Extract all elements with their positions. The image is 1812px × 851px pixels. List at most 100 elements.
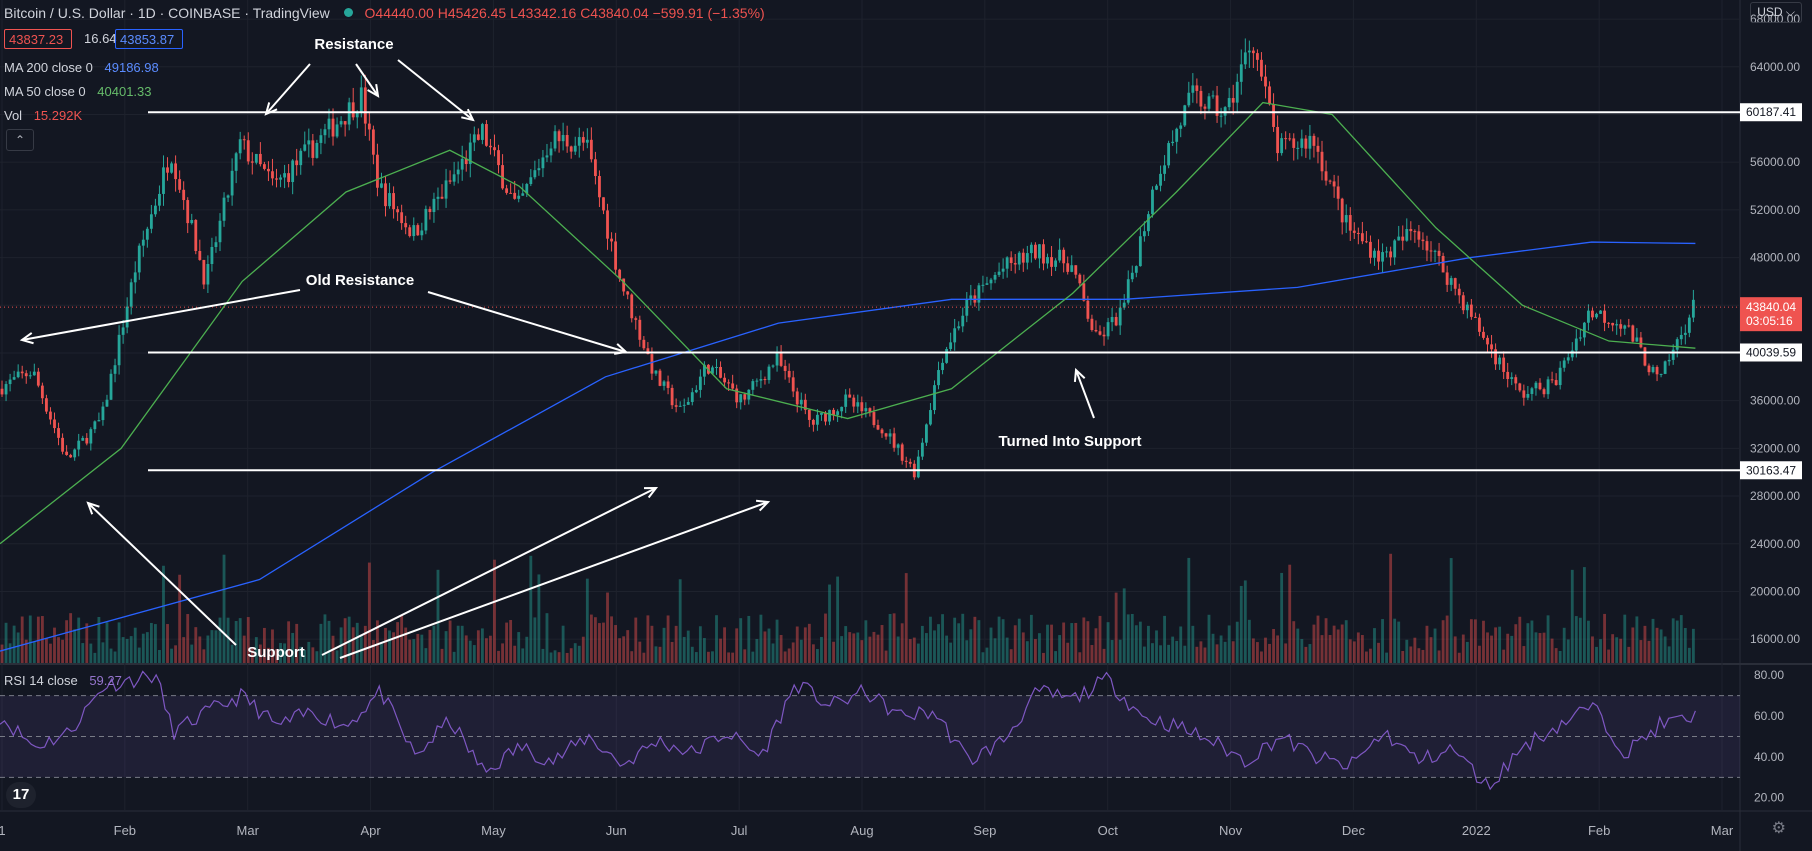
candle-body [1046,257,1049,264]
candle-body [577,137,581,146]
candle-body [642,339,646,349]
candle-body [254,153,258,163]
volume-bar [1530,620,1534,663]
candle-body [549,148,553,156]
volume-bar [1215,644,1219,663]
candle-body [1562,360,1566,368]
candle-body [1401,236,1405,241]
volume-bar [1223,641,1227,663]
volume-bar [775,619,779,663]
candle-body [343,121,347,125]
candle-body [234,153,238,171]
volume-bar [1344,620,1348,663]
volume-bar [1288,564,1292,663]
volume-bar [973,616,977,663]
candle-body [202,259,206,285]
volume-bar [428,629,432,663]
volume-bar [1042,652,1045,663]
annotation-arrow [339,501,769,659]
candle-body [432,198,436,213]
candle-body [1102,334,1106,337]
candle-body [880,429,884,434]
volume-bar [933,630,936,663]
volume-bar [989,627,993,663]
candle-body [331,118,335,137]
volume-bar [1163,615,1166,663]
candle-body [529,177,533,185]
legend-ma50-label: MA 50 close 0 [4,84,86,99]
volume-bar [1619,638,1623,663]
candle-body [77,440,81,450]
candle-body [468,142,472,165]
volume-bar [198,636,202,663]
tradingview-logo-icon[interactable]: 17 [6,782,36,808]
volume-bar [557,652,561,663]
buy-price-button[interactable]: 43853.87 [115,29,183,49]
volume-bar [747,615,751,663]
volume-bar [1562,627,1566,663]
volume-bar [1482,620,1485,663]
legend-ma50-value: 40401.33 [97,84,152,99]
volume-bar [626,630,630,663]
volume-bar [828,584,831,663]
candle-body [561,135,565,142]
candle-body [1587,310,1590,323]
volume-bar [178,574,182,663]
volume-bar [53,627,56,663]
volume-bar [779,634,783,663]
candle-body [1243,52,1247,65]
volume-bar [739,618,743,663]
volume-bar [480,628,484,663]
candle-body [755,380,759,382]
candle-body [186,200,190,224]
volume-bar [682,636,686,663]
candle-body [1381,252,1384,262]
volume-bar [501,643,504,663]
volume-bar [698,626,702,663]
volume-bar [174,645,178,663]
candle-body [864,408,868,412]
candle-body [291,160,295,183]
volume-bar [1554,648,1558,663]
candle-body [1457,288,1461,296]
volume-bar [1591,636,1594,663]
candle-body [497,150,500,166]
volume-bar [1264,637,1267,663]
symbol-title[interactable]: Bitcoin / U.S. Dollar · 1D · COINBASE · … [4,5,330,21]
settings-gear-icon[interactable]: ⚙ [1771,820,1786,837]
legend-rsi[interactable]: RSI 14 close 59.27 [4,673,122,688]
candle-body [1332,181,1336,187]
candle-body [711,367,714,374]
annotation-arrow [265,63,311,115]
legend-ma200[interactable]: MA 200 close 0 49186.98 [4,60,159,75]
volume-bar [965,640,969,663]
candle-body [1264,76,1267,87]
collapse-legend-button[interactable]: ⌃ [6,129,34,151]
volume-bar [81,643,85,663]
currency-selector[interactable]: USD ⌵ [1750,2,1802,23]
y-tick-label: 28000.00 [1750,489,1800,503]
candle-body [1118,307,1122,326]
x-tick-label: 1 [0,823,6,838]
sell-price-button[interactable]: 43837.23 [4,29,72,49]
candle-body [630,294,634,319]
candle-body [319,135,323,143]
volume-bar [1534,632,1538,663]
candle-body [876,425,880,430]
candle-body [1078,274,1082,284]
annotation-arrowhead [19,332,34,345]
candle-body [1465,304,1469,311]
legend-volume[interactable]: Vol 15.292K [4,108,82,123]
candle-body [735,388,739,403]
volume-bar [505,622,509,663]
volume-bar [1304,646,1308,663]
volume-bar [327,620,331,663]
volume-bar [816,649,819,663]
legend-ma50[interactable]: MA 50 close 0 40401.33 [4,84,152,99]
volume-bar [1599,639,1602,663]
volume-bar [1074,622,1078,663]
volume-bar [1054,651,1058,663]
candle-body [844,394,848,407]
candle-body [650,354,654,374]
